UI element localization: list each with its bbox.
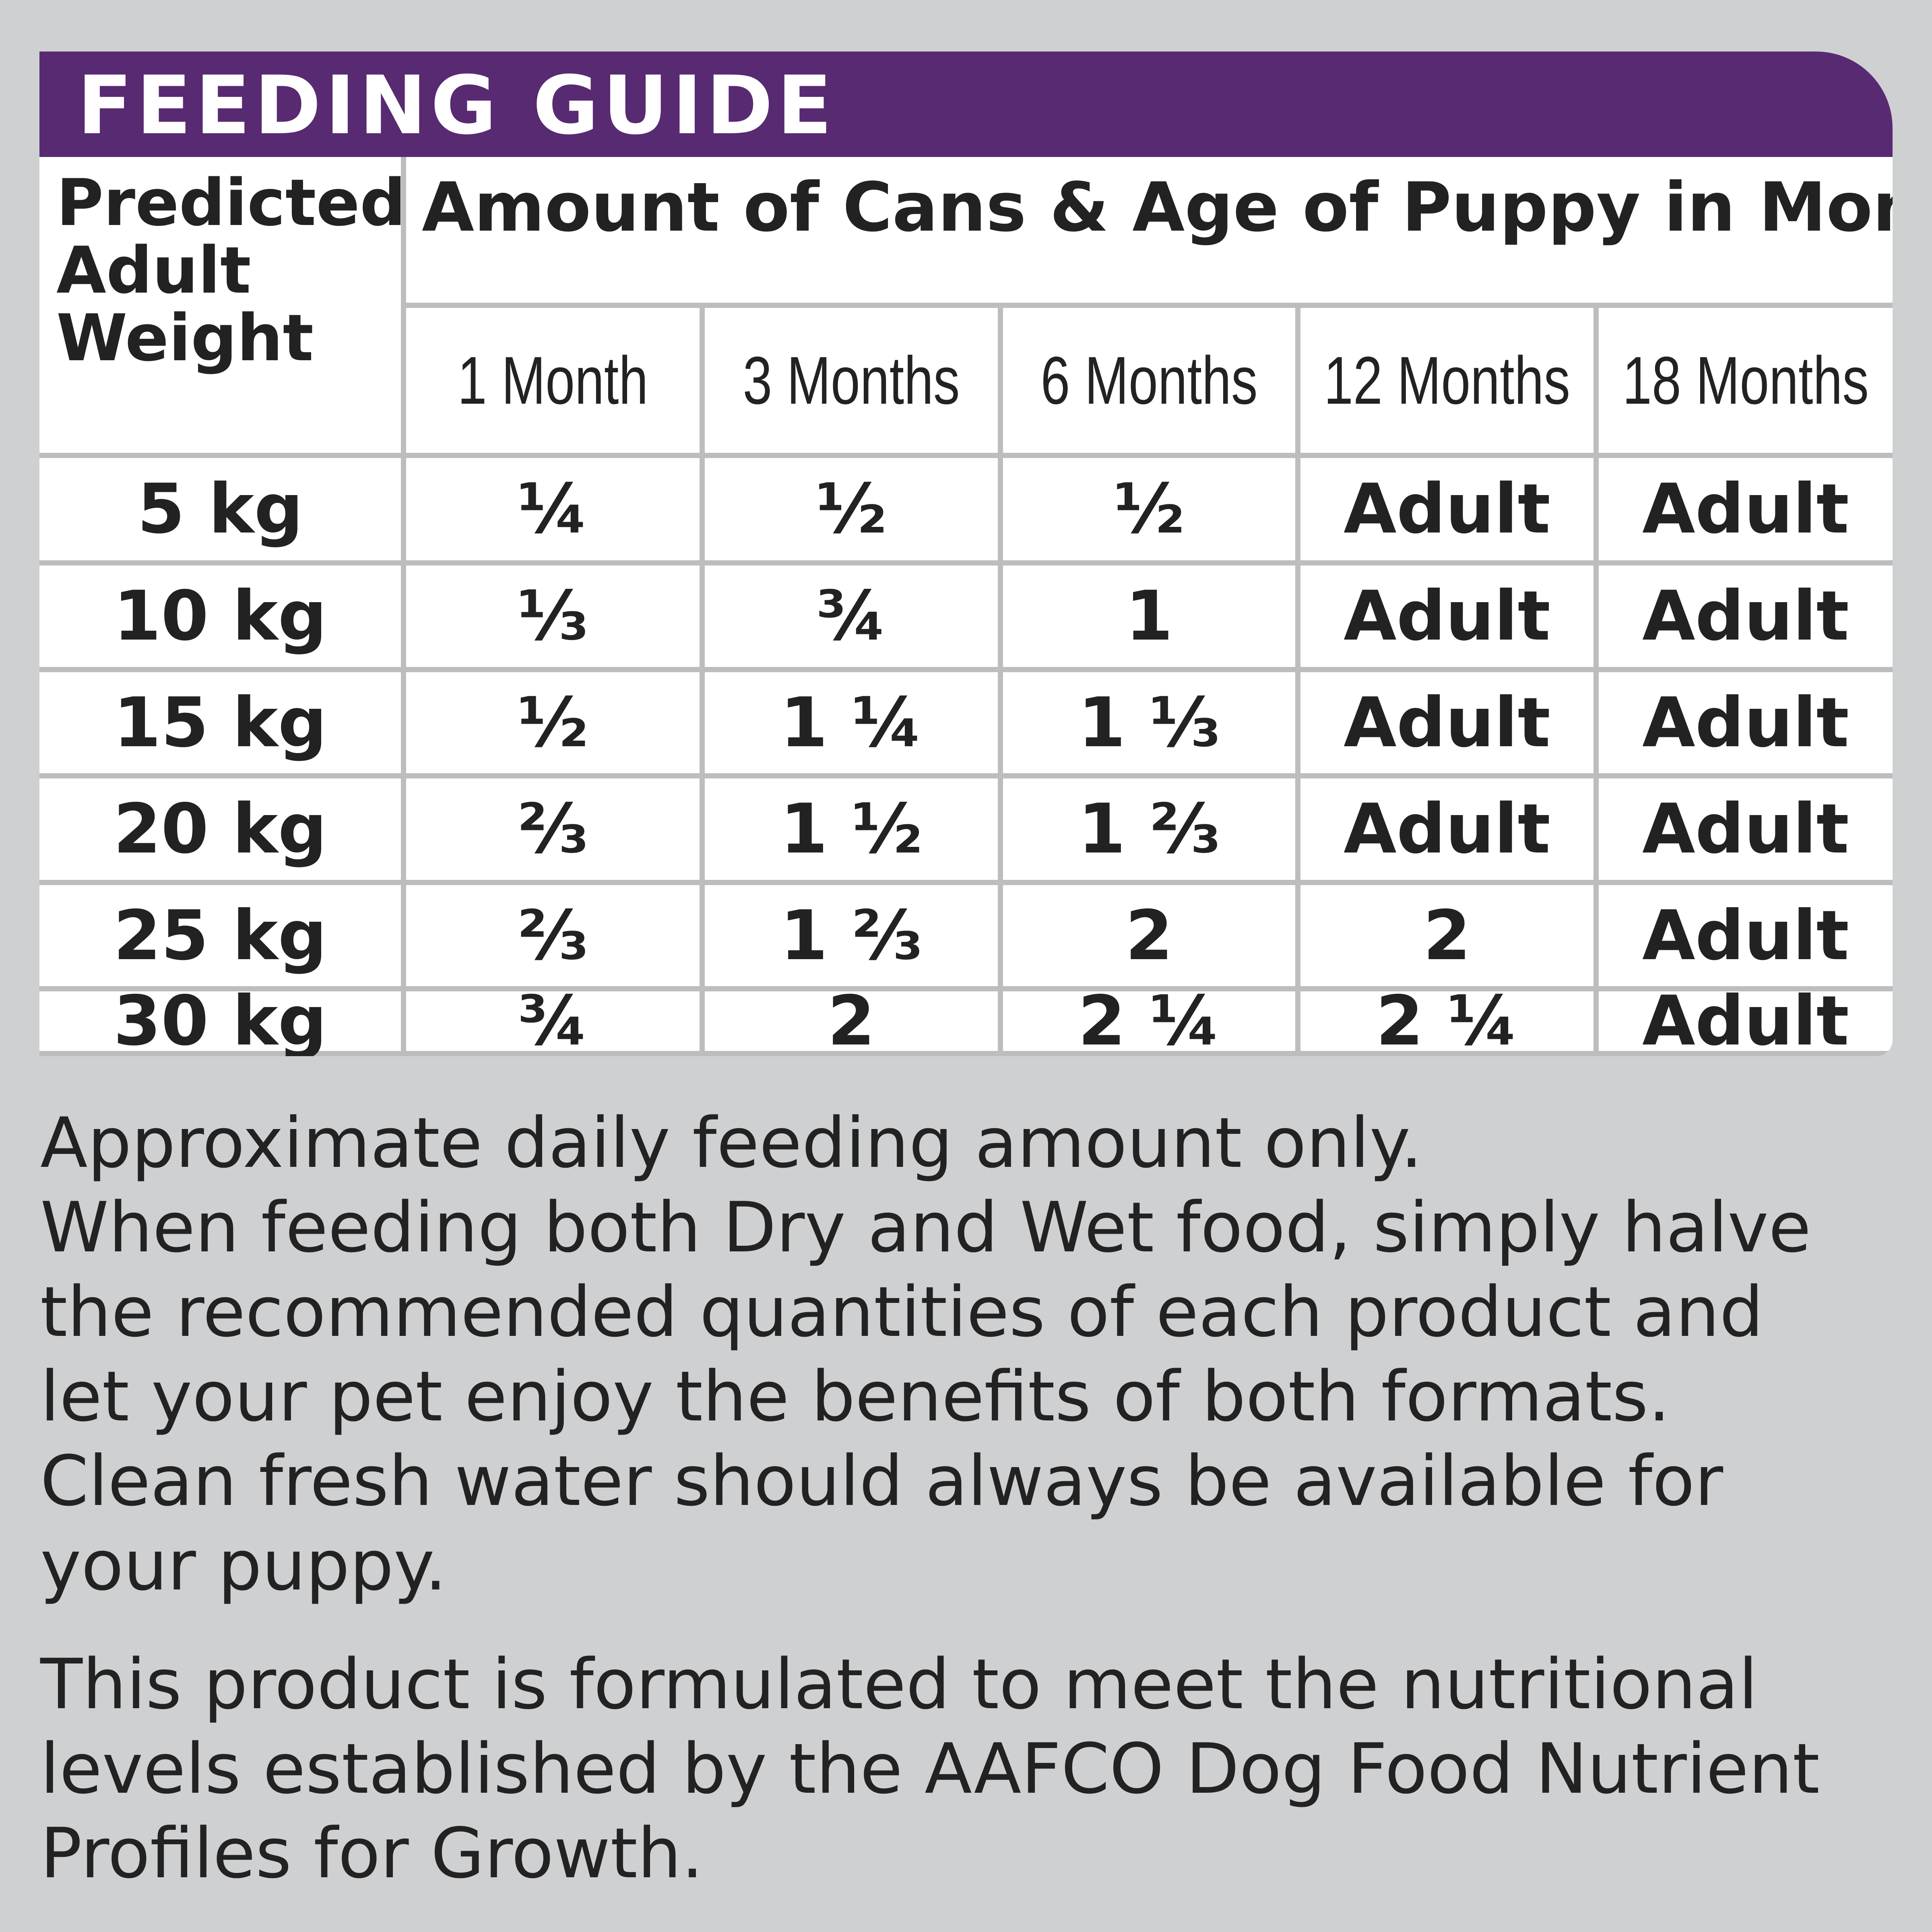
aafco-statement: This product is formulated to meet the n… — [40, 1642, 1900, 1896]
table-cell: 1 — [1125, 576, 1173, 656]
weight-cell: 10 kg — [113, 576, 327, 656]
table-cell: ½ — [816, 469, 887, 549]
table-divider — [39, 1051, 1893, 1056]
table-cell: ¾ — [816, 576, 887, 656]
age-header-6-months: 6 Months — [1040, 342, 1258, 418]
note-line: This product is formulated to meet the n… — [40, 1644, 1758, 1725]
weight-cell: 25 kg — [113, 896, 327, 976]
weight-cell: 20 kg — [113, 789, 327, 869]
table-cell: 1 ¼ — [780, 683, 923, 763]
table-divider — [39, 453, 1893, 458]
note-line: your puppy. — [40, 1525, 447, 1606]
table-cell: ½ — [517, 683, 588, 763]
note-line: Clean fresh water should always be avail… — [40, 1441, 1724, 1521]
table-cell: 1 ⅔ — [1078, 789, 1220, 869]
table-cell: 1 ½ — [780, 789, 923, 869]
table-divider — [406, 303, 1893, 308]
weight-cell: 5 kg — [137, 469, 303, 549]
feeding-notes: Approximate daily feeding amount only. W… — [40, 1101, 1900, 1608]
table-divider — [700, 305, 705, 1056]
note-line: the recommended quantities of each produ… — [40, 1271, 1764, 1352]
table-cell: Adult — [1344, 576, 1550, 656]
table-divider — [39, 986, 1893, 991]
table-cell: 1 ⅓ — [1078, 683, 1220, 763]
table-cell: 2 — [827, 981, 875, 1056]
table-cell: ⅓ — [517, 576, 588, 656]
table-divider — [39, 880, 1893, 885]
note-line: Approximate daily feeding amount only. — [40, 1102, 1423, 1183]
table-divider — [1295, 305, 1300, 1056]
table-divider — [39, 773, 1893, 778]
table-cell: Adult — [1344, 789, 1550, 869]
table-cell: Adult — [1642, 683, 1849, 763]
table-cell: 1 ⅔ — [780, 896, 923, 976]
table-cell: 2 ¼ — [1376, 981, 1518, 1056]
table-cell: Adult — [1344, 683, 1550, 763]
feeding-guide-card: FEEDING GUIDE Predicted Adult Weight — [39, 52, 1893, 1056]
table-cell: 2 ¼ — [1078, 981, 1220, 1056]
note-line: When feeding both Dry and Wet food, simp… — [40, 1187, 1811, 1268]
note-line: let your pet enjoy the benefits of both … — [40, 1356, 1670, 1437]
table-divider — [998, 305, 1003, 1056]
table-divider — [1593, 305, 1599, 1056]
table-divider — [39, 560, 1893, 566]
age-header-18-months: 18 Months — [1622, 342, 1869, 418]
table-cell: Adult — [1642, 576, 1849, 656]
table-cell: Adult — [1642, 469, 1849, 549]
amount-column-header: Amount of Cans & Age of Puppy in Months — [422, 168, 1893, 247]
table-cell: ⅔ — [517, 789, 588, 869]
age-header-12-months: 12 Months — [1324, 342, 1570, 418]
weight-cell: 30 kg — [113, 981, 327, 1056]
table-cell: Adult — [1344, 469, 1550, 549]
weight-column-header: Predicted Adult Weight — [56, 169, 406, 372]
weight-header-line: Weight — [56, 300, 314, 376]
feeding-table: Predicted Adult Weight Amount of Cans & … — [39, 157, 1893, 1056]
header-banner: FEEDING GUIDE — [39, 52, 1893, 157]
age-header-3-months: 3 Months — [743, 342, 960, 418]
table-cell: ¼ — [517, 469, 588, 549]
table-cell: ¾ — [517, 981, 588, 1056]
table-cell: Adult — [1642, 896, 1849, 976]
weight-cell: 15 kg — [113, 683, 327, 763]
table-divider — [401, 157, 406, 1056]
note-line: levels established by the AAFCO Dog Food… — [40, 1728, 1820, 1809]
page-title: FEEDING GUIDE — [77, 59, 836, 153]
table-cell: ½ — [1114, 469, 1185, 549]
weight-header-line: Adult — [56, 233, 251, 308]
table-cell: Adult — [1642, 789, 1849, 869]
table-cell: 2 — [1423, 896, 1471, 976]
age-header-1-month: 1 Month — [457, 342, 648, 418]
table-divider — [39, 667, 1893, 672]
weight-header-line: Predicted — [56, 165, 406, 240]
table-cell: Adult — [1642, 981, 1849, 1056]
table-cell: ⅔ — [517, 896, 588, 976]
note-line: Profiles for Growth. — [40, 1813, 704, 1894]
table-cell: 2 — [1125, 896, 1173, 976]
